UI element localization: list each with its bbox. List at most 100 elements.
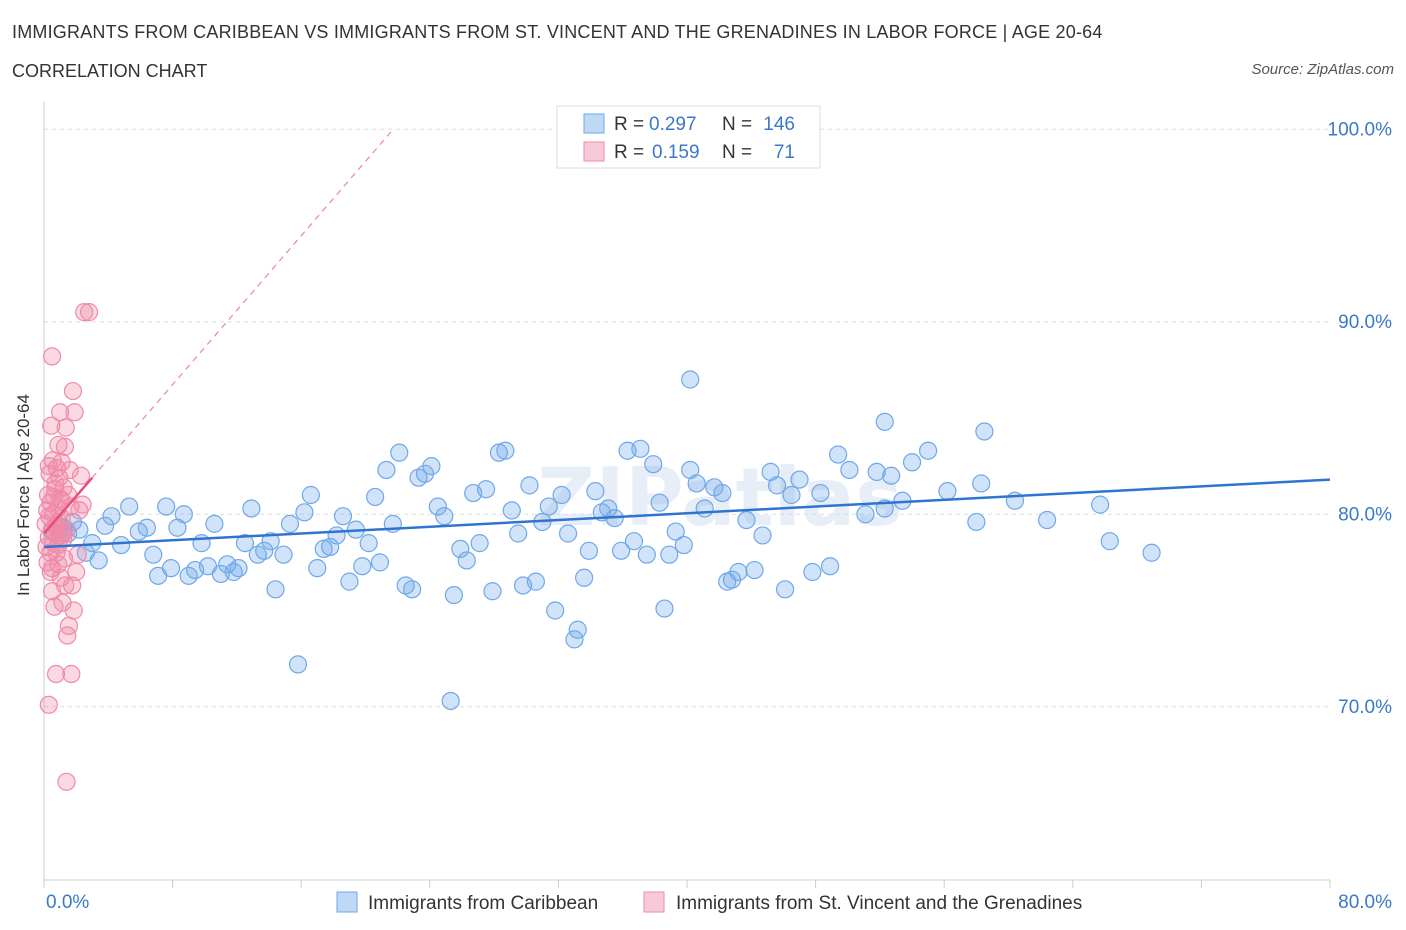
caribbean-point-132 — [875, 412, 894, 431]
caribbean-point-31 — [242, 499, 261, 518]
caribbean-point-82 — [565, 630, 584, 649]
caribbean-point-41 — [308, 559, 327, 578]
caribbean-point-115 — [782, 485, 801, 505]
bottom-legend-label-pink: Immigrants from St. Vincent and the Gren… — [676, 893, 1082, 914]
y-tick-label-3: 70.0% — [1338, 697, 1392, 718]
caribbean-point-80 — [552, 485, 571, 505]
top-legend: R = 0.297 N = 146 R = 0.159 N = 71 — [556, 105, 821, 169]
st-vincent-point-54 — [73, 495, 92, 514]
caribbean-point-116 — [790, 470, 809, 489]
caribbean-point-135 — [972, 474, 991, 493]
caribbean-point-138 — [1100, 532, 1119, 551]
caribbean-point-11 — [112, 535, 131, 555]
st-vincent-point-57 — [42, 347, 62, 366]
caribbean-point-134 — [681, 370, 700, 389]
caribbean-point-86 — [586, 482, 605, 501]
caribbean-point-29 — [229, 559, 248, 578]
caribbean-point-33 — [255, 541, 274, 560]
caribbean-point-119 — [820, 557, 840, 576]
caribbean-point-110 — [745, 560, 764, 580]
caribbean-point-95 — [644, 455, 663, 474]
caribbean-point-136 — [1037, 510, 1057, 530]
caribbean-point-105 — [713, 483, 732, 503]
caribbean-point-84 — [575, 568, 594, 587]
caribbean-point-17 — [157, 497, 176, 516]
caribbean-point-128 — [919, 441, 938, 460]
st-vincent-point-43 — [60, 460, 79, 480]
y-tick-label-2: 80.0% — [1338, 504, 1392, 525]
st-vincent-point-53 — [71, 466, 91, 485]
caribbean-point-8 — [89, 551, 108, 570]
caribbean-point-45 — [333, 507, 353, 526]
caribbean-point-44 — [327, 526, 346, 545]
caribbean-point-59 — [422, 457, 441, 476]
x-tick-label-1: 80.0% — [1338, 892, 1392, 913]
chart-title: IMMIGRANTS FROM CARIBBEAN VS IMMIGRANTS … — [12, 22, 1103, 42]
caribbean-point-63 — [444, 585, 464, 605]
caribbean-point-139 — [1142, 543, 1161, 562]
legend-n-value-blue: 146 — [763, 114, 795, 135]
trend-layer — [43, 128, 1331, 549]
caribbean-point-90 — [611, 541, 631, 560]
caribbean-point-34 — [261, 532, 280, 551]
legend-n-label-pink: N = — [722, 142, 752, 163]
caribbean-point-36 — [274, 545, 293, 564]
legend-swatch-blue — [583, 113, 605, 134]
caribbean-point-129 — [938, 482, 957, 501]
caribbean-point-93 — [631, 439, 650, 458]
legend-n-value-pink: 71 — [774, 142, 795, 163]
st-vincent-point-42 — [59, 616, 79, 636]
st-vincent-point-68 — [39, 457, 58, 476]
bottom-legend-swatch-pink — [643, 891, 665, 913]
st-vincent-point-45 — [62, 664, 81, 684]
caribbean-point-37 — [280, 514, 300, 533]
st-vincent-point-46 — [63, 576, 82, 595]
caribbean-point-100 — [674, 535, 693, 555]
st-vincent-point-69 — [42, 559, 62, 578]
caribbean-point-65 — [457, 551, 476, 570]
st-vincent-point-58 — [39, 695, 58, 714]
caribbean-point-113 — [767, 476, 787, 495]
caribbean-point-103 — [695, 499, 714, 518]
caribbean-point-94 — [637, 545, 656, 564]
st-vincent-point-50 — [67, 562, 86, 582]
caribbean-point-56 — [403, 580, 422, 599]
source-credit: Source: ZipAtlas.com — [1251, 61, 1394, 78]
caribbean-point-83 — [568, 620, 587, 639]
st-vincent-point-51 — [68, 545, 87, 564]
caribbean-point-9 — [95, 516, 115, 535]
caribbean-point-127 — [902, 453, 922, 472]
caribbean-point-72 — [502, 501, 521, 520]
caribbean-point-120 — [829, 445, 848, 464]
caribbean-point-60 — [428, 497, 447, 516]
st-vincent-point-35 — [54, 549, 74, 568]
caribbean-point-75 — [520, 476, 539, 495]
axis-layer: 100.0% 90.0% 80.0% 70.0% 0.0% 80.0% — [43, 102, 1392, 913]
caribbean-point-133 — [975, 422, 994, 441]
st-vincent-point-38 — [56, 418, 75, 437]
caribbean-point-40 — [301, 485, 320, 505]
caribbean-point-35 — [266, 580, 285, 599]
st-vincent-point-64 — [41, 543, 60, 562]
caribbean-point-81 — [558, 524, 578, 543]
caribbean-point-109 — [737, 510, 756, 530]
st-vincent-point-24 — [49, 435, 68, 455]
legend-swatch-pink — [583, 141, 605, 162]
caribbean-point-125 — [882, 466, 901, 485]
caribbean-point-122 — [856, 505, 875, 524]
caribbean-point-54 — [390, 443, 409, 462]
caribbean-point-137 — [1091, 495, 1110, 514]
caribbean-point-51 — [370, 553, 390, 572]
caribbean-trend-line — [43, 478, 1331, 549]
caribbean-point-18 — [161, 559, 181, 578]
caribbean-point-15 — [144, 545, 163, 564]
caribbean-point-25 — [205, 514, 224, 533]
caribbean-point-99 — [666, 522, 685, 541]
caribbean-point-118 — [811, 483, 830, 503]
st-vincent-point-47 — [63, 381, 83, 401]
st-vincent-point-66 — [50, 489, 70, 508]
caribbean-point-102 — [687, 474, 706, 493]
caribbean-point-67 — [470, 534, 489, 553]
caribbean-point-42 — [314, 539, 333, 559]
